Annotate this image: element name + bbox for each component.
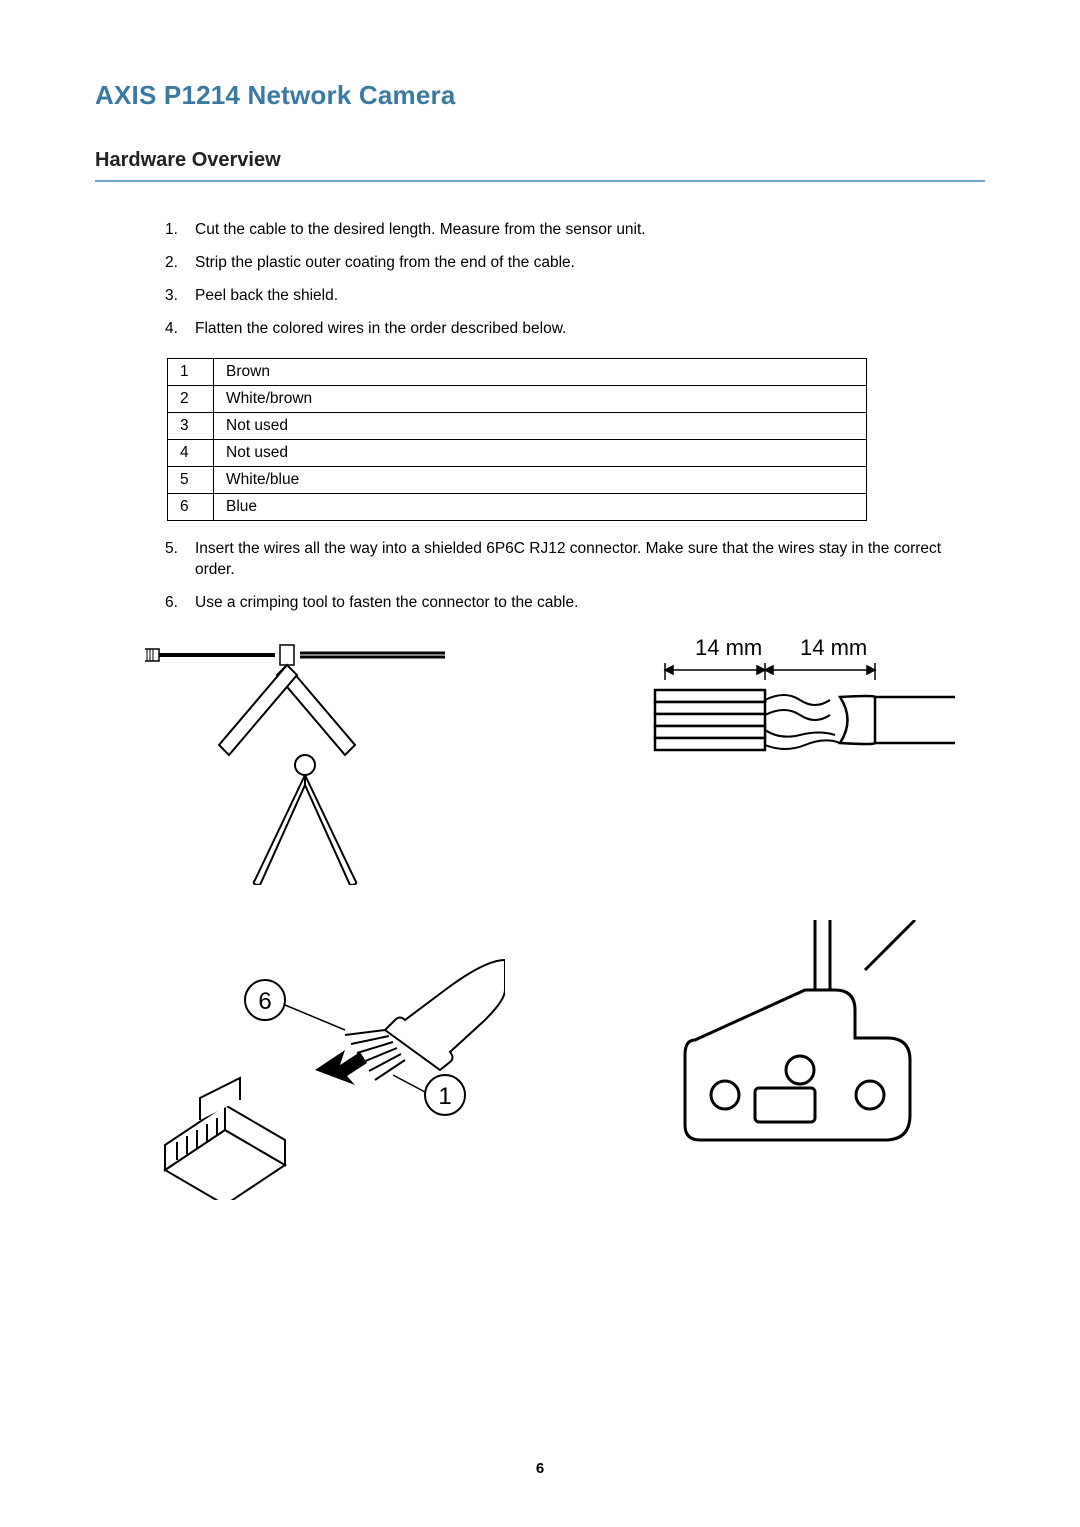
- wire-color: Brown: [214, 358, 867, 385]
- wire-color: Not used: [214, 412, 867, 439]
- figure-row-1: 14 mm 14 mm: [145, 635, 955, 890]
- connector-label-bottom: 1: [438, 1083, 451, 1110]
- pin-number: 5: [168, 466, 214, 493]
- page-number: 6: [0, 1460, 1080, 1477]
- figure-row-2: 6 1: [145, 920, 955, 1205]
- measure-label: 14 mm: [695, 635, 762, 660]
- step-item: Cut the cable to the desired length. Mea…: [165, 220, 985, 241]
- pin-number: 3: [168, 412, 214, 439]
- steps-list-a: Cut the cable to the desired length. Mea…: [165, 220, 985, 340]
- wire-color: White/blue: [214, 466, 867, 493]
- table-row: 4 Not used: [168, 439, 867, 466]
- steps-list-b: Insert the wires all the way into a shie…: [165, 539, 985, 614]
- wire-cutter-icon: [145, 635, 445, 885]
- wire-color: Blue: [214, 493, 867, 520]
- connector-label-top: 6: [258, 988, 271, 1015]
- step-item: Insert the wires all the way into a shie…: [165, 539, 985, 581]
- table-row: 3 Not used: [168, 412, 867, 439]
- table-row: 5 White/blue: [168, 466, 867, 493]
- pin-number: 2: [168, 385, 214, 412]
- step-item: Peel back the shield.: [165, 286, 985, 307]
- step-item: Strip the plastic outer coating from the…: [165, 253, 985, 274]
- figure-cut-cable: [145, 635, 445, 890]
- figure-strip-measure: 14 mm 14 mm: [625, 635, 955, 890]
- crimping-tool-icon: [655, 920, 955, 1180]
- figure-insert-connector: 6 1: [145, 920, 505, 1205]
- step-item: Flatten the colored wires in the order d…: [165, 319, 985, 340]
- pin-number: 4: [168, 439, 214, 466]
- cable-strip-icon: 14 mm 14 mm: [625, 635, 955, 805]
- measure-label: 14 mm: [800, 635, 867, 660]
- section-rule: [95, 180, 985, 182]
- rj12-insert-icon: 6 1: [145, 920, 505, 1200]
- table-row: 6 Blue: [168, 493, 867, 520]
- pin-number: 6: [168, 493, 214, 520]
- page: AXIS P1214 Network Camera Hardware Overv…: [0, 0, 1080, 1527]
- wire-color: Not used: [214, 439, 867, 466]
- wire-color: White/brown: [214, 385, 867, 412]
- wire-order-table: 1 Brown 2 White/brown 3 Not used 4 Not u…: [167, 358, 867, 521]
- figure-crimp-tool: [655, 920, 955, 1205]
- document-title: AXIS P1214 Network Camera: [95, 80, 985, 111]
- table-row: 1 Brown: [168, 358, 867, 385]
- section-title: Hardware Overview: [95, 149, 985, 172]
- table-row: 2 White/brown: [168, 385, 867, 412]
- pin-number: 1: [168, 358, 214, 385]
- step-item: Use a crimping tool to fasten the connec…: [165, 593, 985, 614]
